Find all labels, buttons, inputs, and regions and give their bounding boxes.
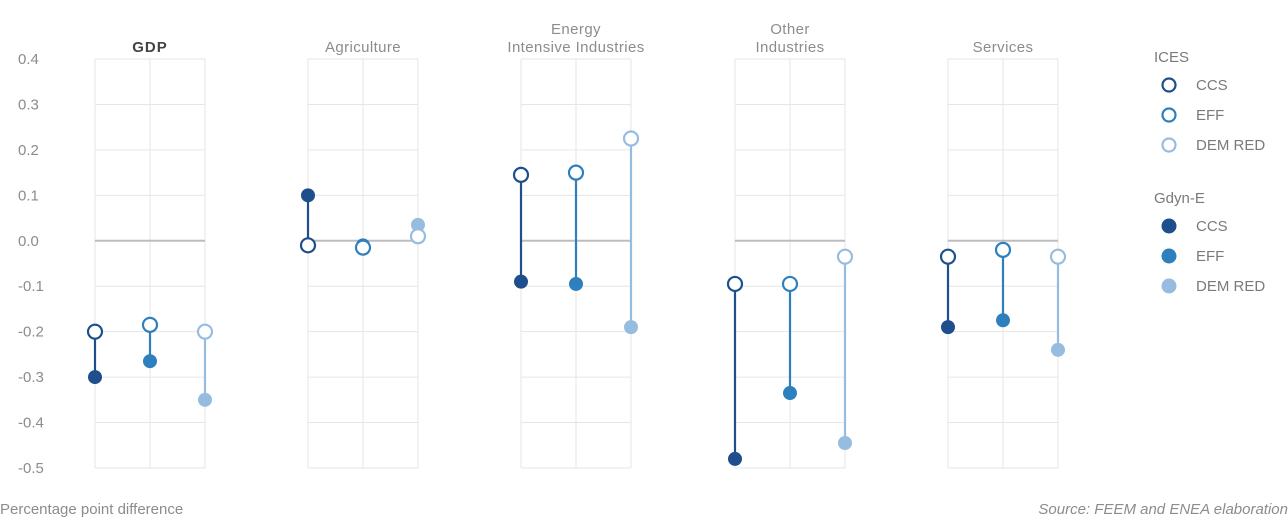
ices-point — [354, 239, 372, 256]
ices-point — [196, 323, 214, 340]
y-tick-label: -0.4 — [18, 415, 44, 432]
legend-label: CCS — [1196, 77, 1228, 94]
legend-label: CCS — [1196, 218, 1228, 235]
ices-point — [781, 275, 799, 293]
ices-point — [726, 275, 744, 293]
legend-label: EFF — [1196, 107, 1224, 124]
legend-marker-hollow — [1161, 137, 1177, 153]
y-tick-label: 0.3 — [18, 96, 39, 113]
ices-point — [86, 323, 104, 340]
panel-title: Industries — [755, 39, 824, 56]
gdyn-point — [88, 370, 102, 385]
ices-point — [409, 228, 427, 245]
y-tick-label: 0.2 — [18, 142, 39, 159]
ices-point — [299, 237, 317, 254]
legend-label: EFF — [1196, 248, 1224, 265]
gdyn-point — [838, 436, 852, 451]
legend-group-title: ICES — [1154, 49, 1189, 66]
panel-title: Services — [973, 39, 1034, 56]
gdyn-point — [1051, 342, 1065, 357]
ices-point — [567, 164, 585, 181]
panel-title: Other — [770, 21, 810, 38]
gdyn-point — [569, 276, 583, 291]
ices-point — [994, 241, 1012, 258]
gdyn-point — [514, 274, 528, 289]
gdyn-point — [143, 354, 157, 369]
y-tick-label: -0.2 — [18, 324, 44, 341]
gdyn-point — [301, 188, 315, 203]
gdyn-point — [624, 320, 638, 335]
ices-point — [836, 248, 854, 265]
legend-marker-hollow — [1161, 77, 1177, 93]
gdyn-point — [198, 392, 212, 407]
gdyn-point — [783, 386, 797, 401]
ices-point — [1049, 248, 1067, 265]
panel-title: Agriculture — [325, 39, 401, 56]
legend-marker-filled — [1161, 278, 1177, 294]
gdyn-point — [941, 320, 955, 335]
gdyn-point — [996, 313, 1010, 328]
y-tick-label: 0.0 — [18, 233, 39, 250]
data-marks — [86, 130, 1067, 466]
ices-point — [622, 130, 640, 147]
legend-marker-filled — [1161, 248, 1177, 264]
legend: ICES CCS EFF DEM RED Gdyn-E CCS EFF DEM RED — [1154, 49, 1265, 295]
y-tick-label: -0.5 — [18, 460, 44, 477]
legend-label: DEM RED — [1196, 137, 1265, 154]
legend-marker-hollow — [1161, 107, 1177, 123]
ices-point — [939, 248, 957, 265]
y-tick-label: 0.1 — [18, 187, 39, 204]
source-note: Source: FEEM and ENEA elaboration — [1038, 501, 1288, 518]
legend-marker-filled — [1161, 218, 1177, 234]
chart: 0.4 0.3 0.2 0.1 0.0 -0.1 -0.2 -0.3 -0.4 -0.5 GDP A… — [18, 21, 1265, 477]
legend-label: DEM RED — [1196, 278, 1265, 295]
gdyn-point — [411, 217, 425, 232]
y-tick-label: 0.4 — [18, 51, 39, 68]
y-axis-caption: Percentage point difference — [0, 501, 184, 518]
gdyn-point — [728, 451, 742, 466]
panel-title: GDP — [132, 39, 168, 56]
legend-group-title: Gdyn-E — [1154, 190, 1205, 207]
ices-point — [512, 166, 530, 183]
y-axis: 0.4 0.3 0.2 0.1 0.0 -0.1 -0.2 -0.3 -0.4 -0.5 — [18, 51, 44, 477]
y-tick-label: -0.3 — [18, 369, 44, 386]
ices-point — [141, 316, 159, 333]
panel-title: Intensive Industries — [507, 39, 644, 56]
y-tick-label: -0.1 — [18, 278, 44, 295]
panel-title: Energy — [551, 21, 601, 38]
